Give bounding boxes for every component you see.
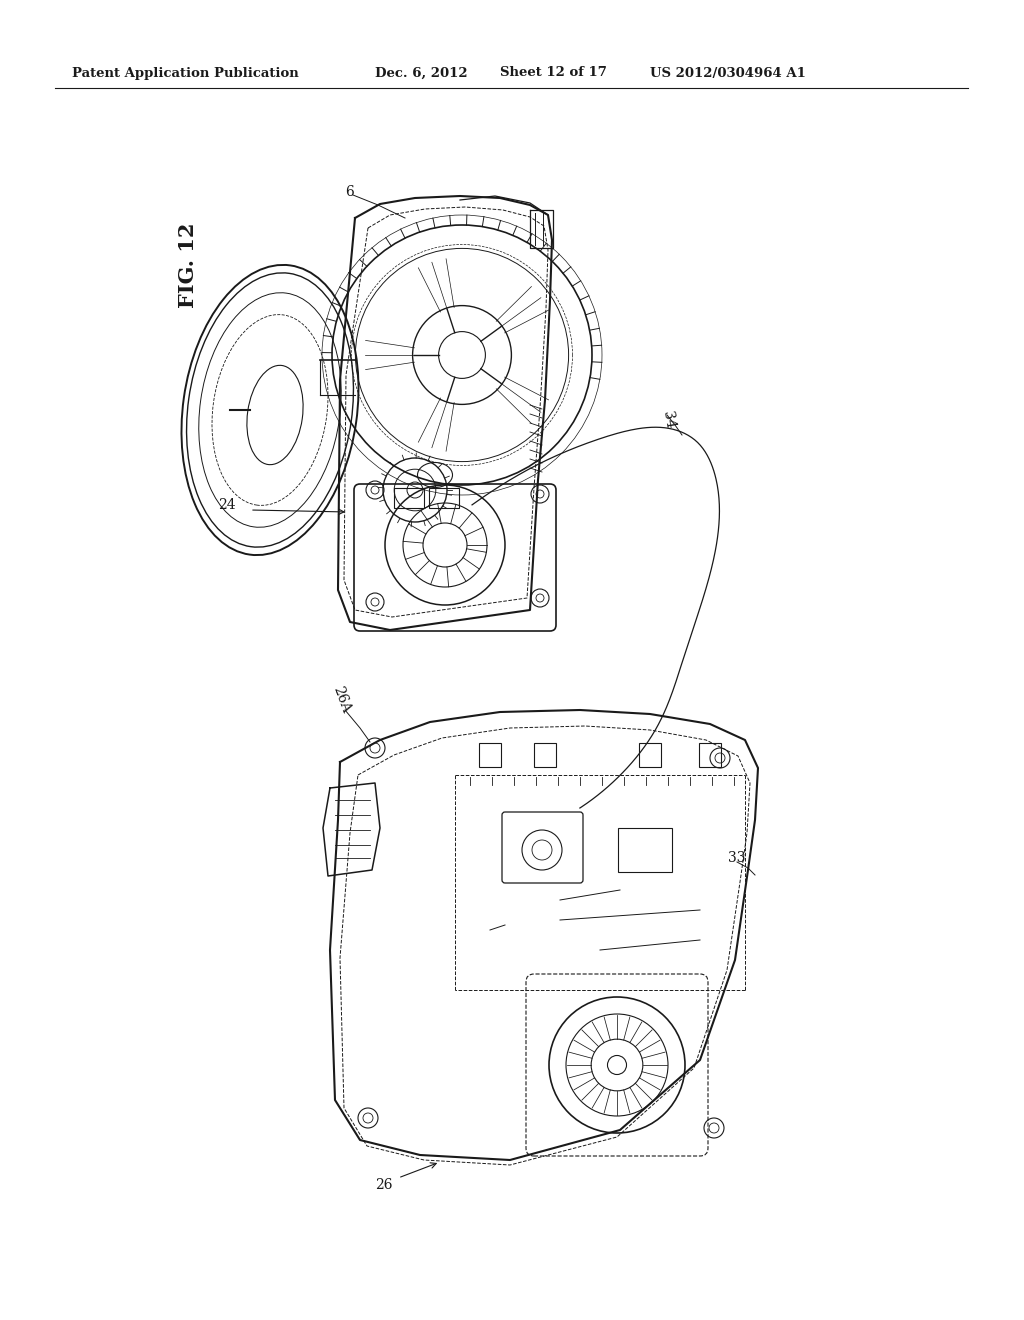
Text: 6: 6 [345, 185, 353, 199]
Text: Dec. 6, 2012: Dec. 6, 2012 [375, 66, 468, 79]
Text: US 2012/0304964 A1: US 2012/0304964 A1 [650, 66, 806, 79]
Text: 24: 24 [218, 498, 236, 512]
Text: FIG. 12: FIG. 12 [178, 222, 198, 308]
Text: 26: 26 [375, 1177, 392, 1192]
Text: 33: 33 [728, 851, 745, 865]
Text: Patent Application Publication: Patent Application Publication [72, 66, 299, 79]
Text: 26A: 26A [330, 685, 352, 715]
Text: Sheet 12 of 17: Sheet 12 of 17 [500, 66, 607, 79]
Text: 34: 34 [660, 411, 677, 430]
